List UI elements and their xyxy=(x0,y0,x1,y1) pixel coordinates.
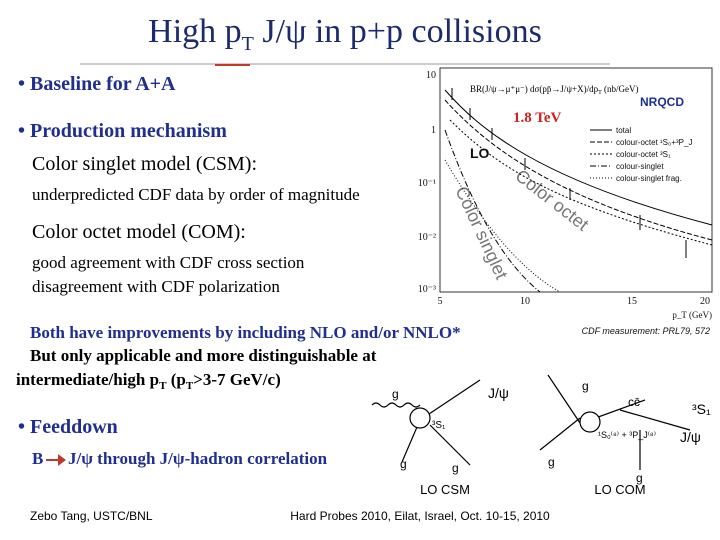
footer-author: Zebo Tang, USTC/BNL xyxy=(30,509,153,523)
psi-line xyxy=(419,379,481,421)
ylabel-part: (nb/GeV) xyxy=(602,84,639,94)
legend-entry: colour-singlet xyxy=(616,162,664,171)
diagram-label: g xyxy=(452,461,459,475)
source-note: CDF measurement: PRL79, 572 xyxy=(582,326,710,336)
bullet: • Baseline for A+A xyxy=(18,73,176,95)
data-points xyxy=(451,88,687,258)
nrqcd-label: NRQCD xyxy=(640,95,684,109)
plot-ylabel: BR(J/ψ→μ⁺μ⁻) dσ(pp̄→J/ψ+X)/dpT (nb/GeV) xyxy=(470,84,639,96)
diagram-label: g xyxy=(392,387,399,401)
sub-heading: Color singlet model (CSM): xyxy=(32,153,257,175)
psi-line xyxy=(619,409,691,431)
ylabel-sub: T xyxy=(598,90,602,96)
title-part: High p xyxy=(148,13,242,50)
curve-singlet-frag xyxy=(444,159,561,293)
legend-entry: total xyxy=(616,126,631,135)
diagram-label: g xyxy=(548,455,555,469)
curve-singlet xyxy=(444,129,541,293)
curve-octet-a xyxy=(444,99,713,241)
bullet-text: J/ψ through J/ψ-hadron correlation xyxy=(68,449,328,468)
plot-frame xyxy=(439,67,713,293)
x-tick-label: 10 xyxy=(520,296,530,307)
range-part: >3-7 GeV/c) xyxy=(193,370,281,389)
gluon xyxy=(547,374,581,424)
gluon xyxy=(429,424,471,466)
diagram-label: ³S₁ xyxy=(692,401,711,417)
title-sub: T xyxy=(242,33,254,55)
note: good agreement with CDF cross section xyxy=(32,253,305,272)
csm-diagram xyxy=(371,379,481,466)
y-ticks: 10 1 10⁻¹ 10⁻² 10⁻³ xyxy=(418,70,436,295)
y-tick-label: 1 xyxy=(431,125,436,136)
statement: But only applicable and more distinguish… xyxy=(30,346,377,365)
energy-label: 1.8 TeV xyxy=(513,110,562,126)
diagram-label: g xyxy=(400,457,407,471)
statement: Both have improvements by including NLO … xyxy=(30,323,461,342)
diagram-label: J/ψ xyxy=(680,429,701,445)
statement: intermediate/high pT (pT>3-7 GeV/c) xyxy=(16,370,281,392)
lo-label: LO xyxy=(470,145,490,161)
x-tick-label: 5 xyxy=(438,296,443,307)
range-sub: T xyxy=(159,380,167,392)
diagram-caption: LO CSM xyxy=(420,482,470,497)
b-letter: B xyxy=(32,449,43,468)
y-tick-label: 10⁻¹ xyxy=(418,178,436,189)
diagram-label: g xyxy=(636,471,643,485)
range-part: intermediate/high p xyxy=(16,370,159,389)
x-axis-label: p_T (GeV) xyxy=(672,310,712,320)
diagram-label: g xyxy=(582,379,589,393)
note: underpredicted CDF data by order of magn… xyxy=(32,185,360,204)
vertex xyxy=(409,407,431,429)
sub-heading: Color octet model (COM): xyxy=(32,221,246,243)
legend-entry: colour-octet ¹S₀+³P_J xyxy=(616,138,692,147)
diagram-caption: LO COM xyxy=(594,482,645,497)
legend-entry: colour-octet ³S₁ xyxy=(616,150,671,159)
title-part: J/ψ in p+p collisions xyxy=(254,13,542,50)
range-sub: T xyxy=(186,380,194,392)
diagram-label: ³S₁ xyxy=(432,420,446,431)
bullet: • Production mechanism xyxy=(18,120,227,142)
ylabel-part: BR(J/ψ→μ⁺μ⁻) dσ(pp̄→J/ψ+X)/dp xyxy=(470,84,599,94)
y-tick-label: 10⁻² xyxy=(418,232,436,243)
curve-total xyxy=(444,89,713,226)
x-tick-label: 15 xyxy=(627,296,637,307)
bullet: • Feeddown xyxy=(18,416,118,438)
y-tick-label: 10 xyxy=(426,70,436,81)
curve-octet-b xyxy=(449,119,713,246)
curves xyxy=(444,89,713,293)
diagram-label: cc̄ xyxy=(628,395,640,409)
gluon xyxy=(539,417,581,451)
note: disagreement with CDF polarization xyxy=(32,277,280,296)
range-part: (p xyxy=(166,370,185,389)
slide-title: High pT J/ψ in p+p collisions xyxy=(148,13,542,55)
y-tick-label: 10⁻³ xyxy=(418,284,436,295)
arrow-icon xyxy=(46,454,66,466)
legend: total colour-octet ¹S₀+³P_J colour-octet… xyxy=(590,126,692,183)
com-diagram xyxy=(539,374,691,470)
gluon xyxy=(371,402,421,408)
legend-entry: colour-singlet frag. xyxy=(616,174,682,183)
cc-line xyxy=(589,399,646,421)
footer-event: Hard Probes 2010, Eilat, Israel, Oct. 10… xyxy=(290,509,550,523)
diagram-label: ¹S₀⁽⁸⁾ + ³P_J⁽⁸⁾ xyxy=(598,430,656,440)
vertex xyxy=(579,411,601,433)
diagram-label: J/ψ xyxy=(488,385,509,401)
x-ticks: 5 10 15 20 xyxy=(438,296,711,307)
x-tick-label: 20 xyxy=(700,296,710,307)
